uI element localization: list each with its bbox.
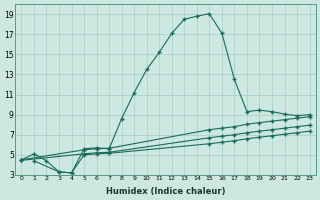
X-axis label: Humidex (Indice chaleur): Humidex (Indice chaleur) [106,187,225,196]
